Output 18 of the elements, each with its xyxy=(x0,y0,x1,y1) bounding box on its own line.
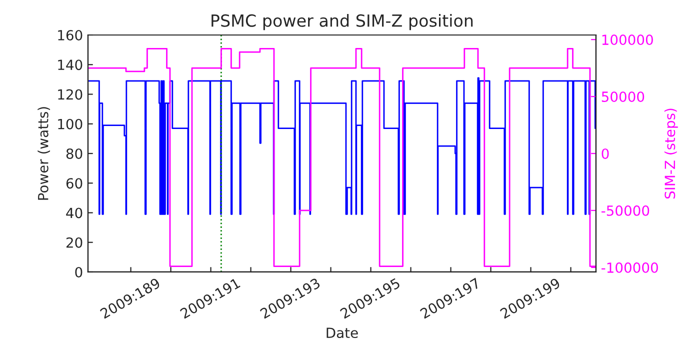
y2-tick-label: -50000 xyxy=(602,205,650,216)
x-axis-title: Date xyxy=(326,328,358,338)
y-tick-label: 40 xyxy=(66,208,82,218)
y2-tick-label: 50000 xyxy=(602,91,644,102)
y-axis-title: Power (watts) xyxy=(38,107,50,200)
y-tick-label: 60 xyxy=(66,178,82,189)
y2-tick-label: 0 xyxy=(602,148,609,159)
y2-tick-label: -100000 xyxy=(602,262,658,273)
y-tick-label: 120 xyxy=(58,89,82,100)
y-tick-label: 80 xyxy=(66,148,82,159)
y-tick-label: 0 xyxy=(75,266,82,278)
y-tick-label: 140 xyxy=(58,60,82,70)
chart-title: PSMC power and SIM-Z position xyxy=(212,14,473,30)
y-tick-label: 100 xyxy=(58,118,82,130)
y-tick-label: 160 xyxy=(58,30,82,40)
y2-axis-title: SIM-Z (steps) xyxy=(664,108,678,199)
y2-tick-label: 100000 xyxy=(602,34,653,46)
y-tick-label: 20 xyxy=(66,237,82,248)
